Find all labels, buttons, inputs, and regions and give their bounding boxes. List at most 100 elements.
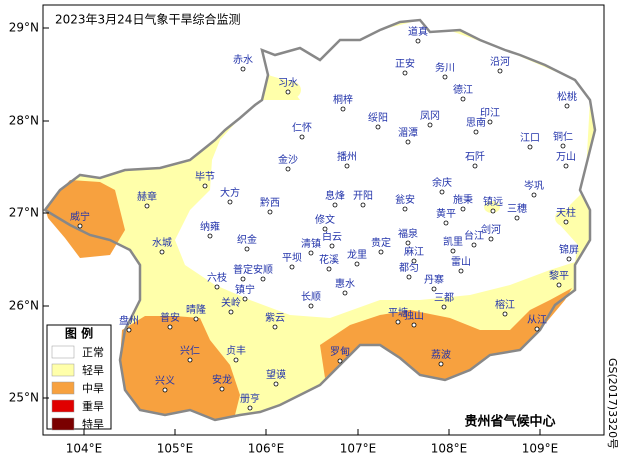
legend-label: 轻旱 — [82, 363, 104, 377]
city-marker — [167, 324, 173, 330]
city-label: 普定 — [233, 263, 253, 276]
city-marker — [272, 324, 278, 330]
city-marker — [329, 243, 335, 249]
city-label: 镇宁 — [235, 283, 255, 296]
city-label: 播州 — [337, 150, 357, 163]
city-label: 盘州 — [119, 314, 139, 327]
city-marker — [405, 139, 411, 145]
credit: 贵州省气候中心 — [464, 414, 555, 430]
city-label: 万山 — [556, 151, 576, 163]
legend-swatch — [51, 417, 75, 431]
city-label: 雷山 — [451, 256, 471, 268]
city-marker — [438, 361, 444, 367]
city-marker — [442, 74, 448, 80]
city-marker — [299, 134, 305, 140]
city-label: 剑河 — [481, 223, 501, 236]
city-label: 丹寨 — [424, 273, 444, 286]
city-label: 安龙 — [212, 373, 232, 386]
city-label: 普安 — [160, 311, 180, 324]
city-label: 榕江 — [495, 298, 515, 311]
city-label: 独山 — [404, 309, 424, 322]
city-marker — [285, 166, 291, 172]
city-marker — [556, 282, 562, 288]
city-marker — [458, 268, 464, 274]
city-label: 都匀 — [399, 262, 419, 274]
city-label: 荔波 — [431, 348, 451, 361]
map-number: GS(2017)3320号 — [606, 358, 619, 449]
latitude-label: 28°N — [9, 114, 39, 128]
longitude-label: 107°E — [340, 442, 377, 456]
city-label: 习水 — [278, 77, 298, 89]
drought-regions — [43, 18, 597, 422]
city-label: 余庆 — [432, 176, 452, 189]
city-marker — [441, 304, 447, 310]
city-marker — [443, 220, 449, 226]
city-label: 台江 — [464, 229, 484, 242]
city-marker — [337, 358, 343, 364]
latitude-label: 29°N — [9, 21, 39, 35]
city-marker — [207, 233, 213, 239]
city-label: 大方 — [220, 186, 240, 199]
normal-area — [175, 20, 590, 318]
city-marker — [219, 386, 225, 392]
city-marker — [332, 202, 338, 208]
city-marker — [260, 276, 266, 282]
city-marker — [439, 189, 445, 195]
city-marker — [322, 226, 328, 232]
city-marker — [240, 66, 246, 72]
longitude-label: 104°E — [66, 442, 103, 456]
city-label: 水城 — [152, 237, 172, 249]
city-label: 兴仁 — [180, 345, 200, 357]
city-marker — [144, 203, 150, 209]
legend-label: 重旱 — [82, 399, 104, 413]
city-marker — [344, 163, 350, 169]
city-marker — [497, 68, 503, 74]
city-marker — [427, 122, 433, 128]
city-label: 兴义 — [155, 375, 175, 387]
longitude-label: 105°E — [157, 442, 194, 456]
city-marker — [514, 215, 520, 221]
latitude-label: 26°N — [9, 299, 39, 313]
city-label: 黎平 — [549, 269, 569, 282]
city-marker — [411, 258, 417, 264]
city-label: 思南 — [466, 116, 486, 129]
city-marker — [560, 143, 566, 149]
moderate-drought-area — [320, 288, 572, 380]
city-label: 铜仁 — [553, 131, 573, 143]
city-label: 紫云 — [265, 312, 285, 324]
city-label: 道真 — [408, 25, 428, 38]
city-label: 织金 — [237, 233, 257, 246]
city-marker — [395, 319, 401, 325]
city-marker — [460, 206, 466, 212]
city-marker — [471, 242, 477, 248]
city-marker — [473, 129, 479, 135]
city-marker — [460, 96, 466, 102]
city-label: 贞丰 — [226, 344, 246, 357]
city-marker — [563, 163, 569, 169]
city-label: 绥阳 — [368, 112, 388, 124]
city-label: 三穗 — [507, 202, 527, 215]
city-label: 松桃 — [557, 90, 577, 103]
city-label: 开阳 — [353, 190, 373, 202]
city-label: 江口 — [520, 132, 540, 144]
city-marker — [415, 38, 421, 44]
city-marker — [531, 192, 537, 198]
city-label: 凯里 — [443, 235, 463, 248]
city-marker — [527, 144, 533, 150]
city-label: 罗甸 — [330, 345, 350, 358]
city-marker — [431, 286, 437, 292]
city-label: 望谟 — [266, 368, 286, 381]
city-label: 沿河 — [490, 56, 510, 68]
city-label: 福泉 — [398, 227, 418, 240]
city-marker — [233, 357, 239, 363]
city-marker — [450, 248, 456, 254]
city-marker — [502, 311, 508, 317]
light-drought-area — [484, 201, 500, 213]
city-marker — [566, 256, 572, 262]
city-marker — [244, 246, 250, 252]
city-label: 岑巩 — [524, 180, 544, 192]
city-marker — [187, 357, 193, 363]
city-label: 麻江 — [404, 245, 424, 258]
